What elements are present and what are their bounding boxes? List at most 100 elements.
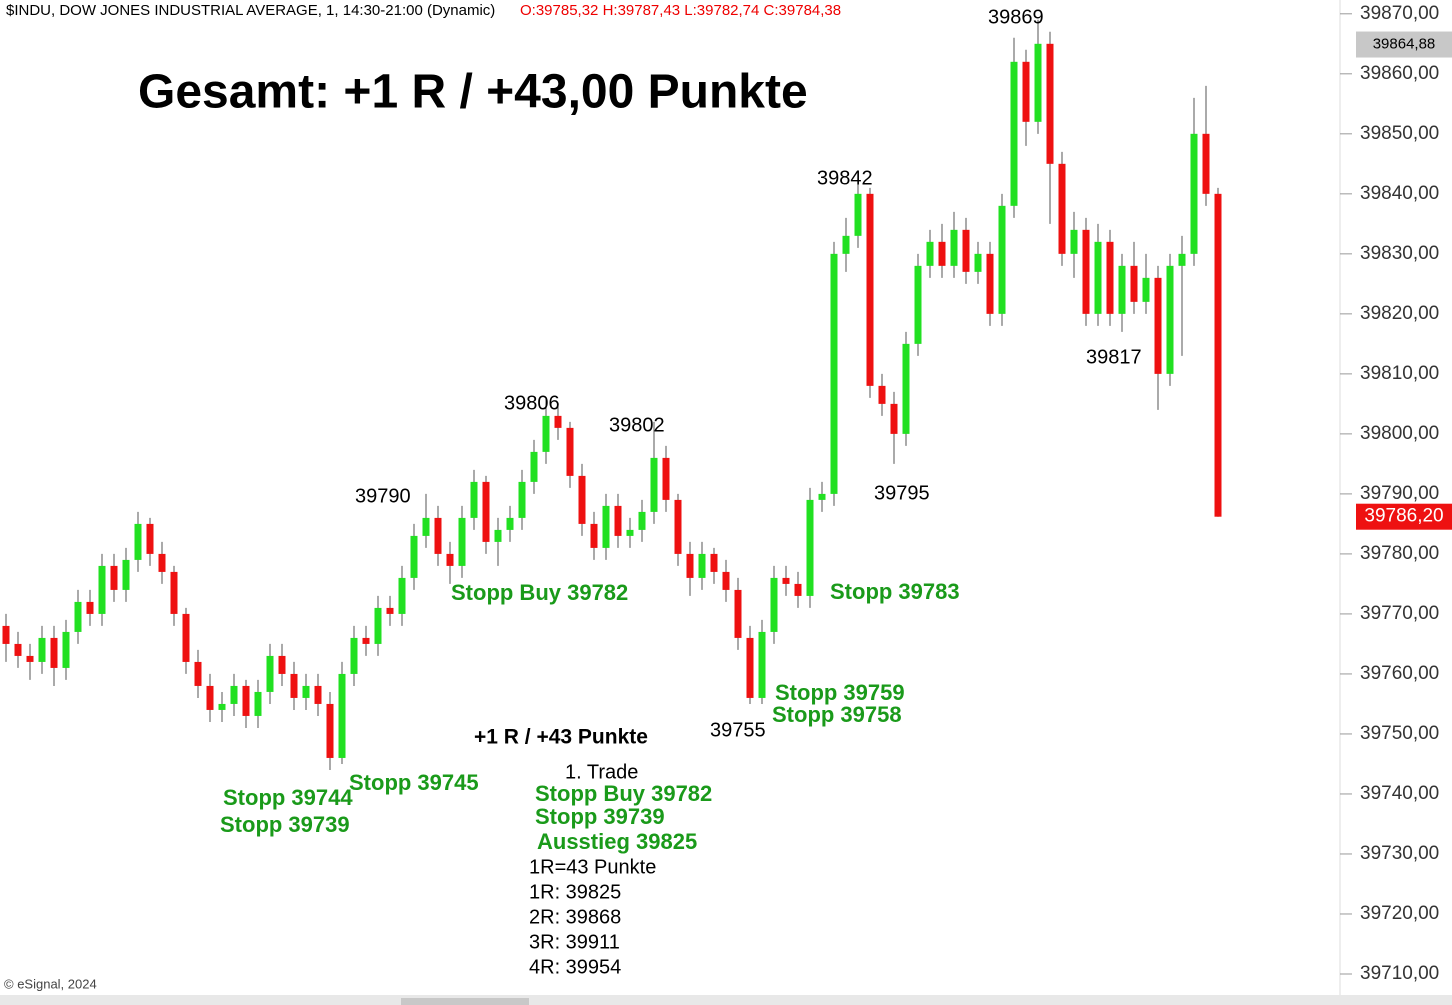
candle-body <box>926 241 934 266</box>
peak-label: 39755 <box>710 719 766 741</box>
candle-body <box>434 517 442 554</box>
candle-body <box>266 655 274 692</box>
candle-body <box>1058 163 1066 254</box>
candle-body <box>410 535 418 578</box>
candle-body <box>686 553 694 578</box>
stop-label: Stopp 39745 <box>349 770 479 795</box>
candle-body <box>938 241 946 266</box>
stop-label: Stopp 39739 <box>220 812 350 837</box>
candle-body <box>626 529 634 536</box>
candle-body <box>758 631 766 698</box>
y-tick-label: 39790,00 <box>1360 483 1439 504</box>
candle-body <box>290 673 298 698</box>
candle-body <box>710 553 718 572</box>
trade-target: 3R: 39911 <box>529 931 620 953</box>
y-tick-label: 39810,00 <box>1360 363 1439 384</box>
stop-label: Stopp 39759 <box>775 680 905 705</box>
candle-body <box>2 625 10 644</box>
candle-body <box>1046 43 1054 164</box>
y-tick-label: 39750,00 <box>1360 723 1439 744</box>
trade-target: 1R=43 Punkte <box>529 856 656 878</box>
candle-body <box>1154 277 1162 374</box>
candle-body <box>578 475 586 524</box>
header: $INDU, DOW JONES INDUSTRIAL AVERAGE, 1, … <box>6 2 495 19</box>
candle-body <box>554 415 562 428</box>
price-box <box>1356 31 1452 58</box>
candle-body <box>986 253 994 314</box>
candle-body <box>662 457 670 500</box>
trade-order: Stopp Buy 39782 <box>535 781 712 806</box>
candle-body <box>1190 133 1198 254</box>
stop-label: Stopp Buy 39782 <box>451 580 628 605</box>
candle-body <box>1094 241 1102 314</box>
candle-body <box>614 505 622 536</box>
footer: © eSignal, 2024 <box>4 976 97 991</box>
y-tick-label: 39720,00 <box>1360 903 1439 924</box>
candle-body <box>1010 61 1018 206</box>
y-tick-label: 39770,00 <box>1360 603 1439 624</box>
candle-body <box>374 607 382 644</box>
y-tick-label: 39840,00 <box>1360 183 1439 204</box>
candle-body <box>770 577 778 632</box>
candle-body <box>902 343 910 434</box>
candle-body <box>38 637 46 662</box>
candle-body <box>1082 229 1090 314</box>
candle-body <box>914 265 922 344</box>
candle-body <box>134 523 142 560</box>
candle-body <box>158 553 166 572</box>
candle-body <box>518 481 526 518</box>
candles <box>2 19 1222 770</box>
y-tick-label: 39860,00 <box>1360 63 1439 84</box>
candle-body <box>242 685 250 716</box>
candle-body <box>1118 265 1126 314</box>
candle-body <box>326 703 334 758</box>
trade-order: Ausstieg 39825 <box>537 829 697 854</box>
candle-body <box>26 655 34 662</box>
trade-result: +1 R / +43 Punkte <box>474 726 648 749</box>
y-tick-label: 39870,00 <box>1360 3 1439 24</box>
candle-body <box>974 253 982 272</box>
price-box-label: 39786,20 <box>1364 506 1443 527</box>
price-box <box>1356 503 1452 530</box>
candle-body <box>722 571 730 590</box>
candle-body <box>602 505 610 548</box>
peak-label: 39869 <box>988 6 1044 28</box>
candle-body <box>146 523 154 554</box>
candle-body <box>98 565 106 614</box>
candle-body <box>854 193 862 236</box>
candle-body <box>698 553 706 578</box>
candle-body <box>806 499 814 596</box>
scroll-thumb[interactable] <box>401 998 529 1005</box>
candle-body <box>122 559 130 590</box>
candle-body <box>230 685 238 704</box>
candle-body <box>1202 133 1210 194</box>
candle-body <box>482 481 490 542</box>
y-tick-label: 39710,00 <box>1360 963 1439 984</box>
candle-body <box>542 415 550 452</box>
candle-body <box>86 601 94 614</box>
candle-body <box>878 385 886 404</box>
price-axis <box>1355 0 1452 995</box>
candle-body <box>14 643 22 656</box>
trade-target: 4R: 39954 <box>529 956 621 978</box>
candle-body <box>1178 253 1186 266</box>
candle-body <box>962 229 970 272</box>
scrollbar[interactable] <box>0 995 1452 1005</box>
peak-label: 39817 <box>1086 346 1142 368</box>
candle-body <box>842 235 850 254</box>
candle-body <box>638 511 646 530</box>
stop-label: Stopp 39783 <box>830 579 960 604</box>
candle-body <box>1142 277 1150 302</box>
candle-body <box>1166 265 1174 374</box>
trade-name: 1. Trade <box>565 761 638 783</box>
candle-body <box>398 577 406 614</box>
peak-label: 39802 <box>609 414 665 436</box>
candle-body <box>74 601 82 632</box>
candle-body <box>1214 193 1222 517</box>
candle-body <box>170 571 178 614</box>
trade-target: 2R: 39868 <box>529 906 621 928</box>
candle-body <box>50 637 58 668</box>
candle-body <box>674 499 682 554</box>
candle-body <box>734 589 742 638</box>
y-tick-label: 39760,00 <box>1360 663 1439 684</box>
